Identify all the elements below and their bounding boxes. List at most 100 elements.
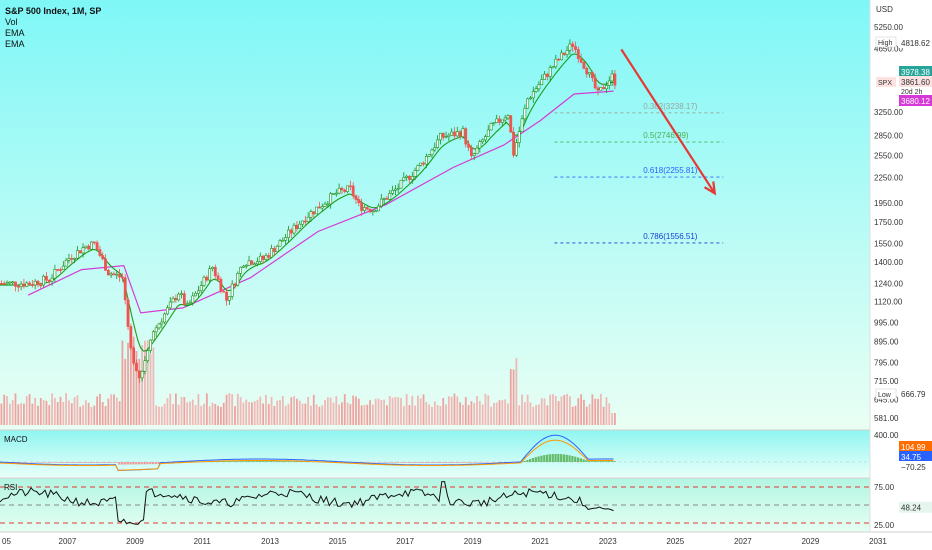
- macd-histogram-bar: [28, 462, 31, 463]
- candle-body: [109, 273, 113, 276]
- candle-body: [247, 260, 251, 266]
- volume-bar: [498, 400, 501, 425]
- macd-histogram-bar: [87, 462, 90, 463]
- volume-bar: [28, 394, 31, 425]
- volume-bar: [205, 393, 208, 425]
- macd-histogram-bar: [16, 462, 20, 463]
- candle-body: [129, 326, 133, 349]
- candle-body: [351, 185, 355, 197]
- candle-body: [441, 132, 445, 138]
- macd-histogram-bar: [599, 461, 602, 462]
- candle-body: [258, 255, 262, 262]
- chart-legend[interactable]: S&P 500 Index, 1M, SP Vol EMA EMA: [5, 6, 101, 50]
- candle-body: [379, 198, 383, 207]
- volume-bar: [239, 397, 242, 425]
- macd-histogram-bar: [410, 462, 414, 463]
- price-tick-label: 1120.00: [874, 297, 903, 306]
- candle-body: [287, 229, 290, 238]
- candle-body: [30, 284, 34, 286]
- macd-histogram-bar: [118, 462, 121, 465]
- volume-bar: [411, 395, 414, 425]
- volume-bar: [132, 336, 135, 425]
- candle-body: [216, 275, 220, 280]
- candle-body: [551, 66, 555, 69]
- candle-body: [444, 136, 448, 138]
- macd-histogram-bar: [382, 462, 385, 463]
- volume-bar: [402, 406, 405, 425]
- macd-histogram-bar: [568, 455, 571, 462]
- candle-body: [576, 49, 580, 60]
- price-tick-label: 2850.00: [874, 132, 903, 141]
- volume-bar: [580, 394, 583, 425]
- candle-body: [478, 141, 482, 149]
- volume-bar: [287, 403, 290, 425]
- volume-bar: [135, 351, 138, 425]
- volume-bar: [20, 403, 23, 425]
- volume-bar: [281, 395, 284, 425]
- volume-bar: [523, 402, 526, 425]
- volume-bar: [23, 403, 25, 425]
- macd-tick-label: 400.00: [874, 431, 899, 440]
- candle-body: [28, 282, 31, 285]
- candle-body: [61, 265, 65, 270]
- volume-bar: [138, 358, 141, 425]
- candle-body: [588, 72, 591, 75]
- candle-body: [154, 327, 158, 333]
- price-tick-label: 715.00: [874, 377, 899, 386]
- volume-bar: [332, 402, 335, 425]
- candle-body: [557, 58, 561, 61]
- candle-body: [365, 207, 369, 210]
- candle-body: [0, 283, 3, 285]
- candle-body: [256, 261, 259, 265]
- candle-body: [424, 156, 428, 165]
- volume-bar: [467, 405, 470, 425]
- candle-body: [267, 255, 271, 258]
- volume-bar: [0, 403, 3, 425]
- legend-ema-1[interactable]: EMA: [5, 28, 25, 38]
- macd-histogram-bar: [467, 462, 470, 463]
- candle-body: [472, 153, 476, 156]
- macd-histogram-bar: [92, 462, 96, 463]
- candle-body: [332, 193, 335, 195]
- volume-bar: [290, 397, 293, 425]
- macd-histogram-bar: [472, 462, 476, 463]
- candle-body: [585, 68, 589, 75]
- volume-bar: [65, 393, 68, 425]
- macd-histogram-bar: [560, 454, 563, 462]
- candle-body: [222, 290, 226, 293]
- candle-body: [613, 73, 617, 86]
- candle-body: [272, 248, 276, 252]
- candle-body: [312, 211, 316, 215]
- candle-body: [602, 87, 606, 90]
- macd-histogram-bar: [157, 462, 160, 465]
- candle-body: [87, 245, 91, 250]
- fib-label: 0.786(1556.51): [643, 232, 698, 241]
- volume-bar: [388, 395, 391, 425]
- price-tick-label: 1750.00: [874, 218, 903, 227]
- legend-title[interactable]: S&P 500 Index, 1M, SP: [5, 6, 102, 16]
- candle-body: [315, 206, 318, 215]
- candle-body: [11, 281, 15, 284]
- volume-bar: [76, 395, 79, 425]
- candle-body: [419, 162, 423, 166]
- candle-body: [298, 223, 302, 229]
- volume-bar: [540, 398, 543, 425]
- legend-volume[interactable]: Vol: [5, 17, 18, 27]
- macd-histogram-bar: [610, 461, 613, 462]
- legend-ema-2[interactable]: EMA: [5, 39, 25, 49]
- macd-histogram-bar: [498, 462, 501, 463]
- candle-body: [236, 273, 240, 286]
- volume-bar: [318, 406, 321, 425]
- candle-body: [469, 147, 473, 156]
- candle-body: [202, 276, 206, 286]
- volume-bar: [189, 401, 191, 425]
- price-tick-label: 795.00: [874, 358, 899, 367]
- candle-body: [185, 303, 189, 306]
- candle-body: [166, 307, 169, 315]
- time-tick-label: 2015: [329, 537, 347, 546]
- candle-body: [382, 198, 386, 200]
- candle-body: [230, 283, 234, 297]
- volume-bar: [591, 394, 594, 425]
- volume-bar: [197, 394, 200, 425]
